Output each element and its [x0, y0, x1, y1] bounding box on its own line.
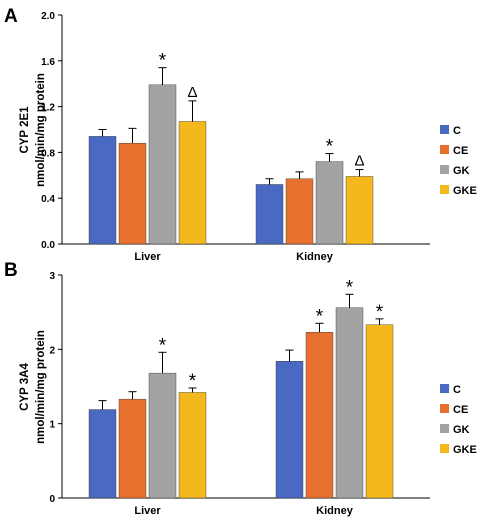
y-axis-label-line1-a: CYP 2E1: [19, 106, 31, 154]
bar-kidney-c: [275, 361, 304, 499]
bar-liver-gke: [178, 392, 207, 499]
panel-a-cyp2e1-chart: A CYP 2E1 nmol/min/mg protein 0.0 0.4 0.8 1…: [4, 6, 477, 263]
y-tick-label: 0.4: [41, 194, 55, 205]
legend-label-gke: GKE: [453, 444, 477, 456]
significance-mark-kidney-ce: *: [316, 306, 324, 327]
legend-swatch-gke: [440, 185, 449, 194]
y-tick-label: 0: [49, 494, 55, 505]
category-label-liver: Liver: [134, 505, 161, 517]
significance-mark-kidney-gke: *: [376, 302, 384, 323]
bar-kidney-ce: [285, 178, 314, 245]
legend-label-gke: GKE: [453, 185, 477, 197]
category-label-kidney: Kidney: [316, 505, 354, 517]
legend-label-c: C: [453, 125, 461, 137]
y-tick-label: 1.2: [41, 103, 55, 114]
legend-label-gk: GK: [453, 424, 470, 436]
bar-liver-gke: [178, 121, 207, 245]
significance-mark-kidney-gk: *: [346, 277, 354, 298]
significance-mark-kidney-gke: Δ: [354, 153, 364, 170]
bar-liver-c: [88, 136, 117, 245]
legend-swatch-ce: [440, 404, 449, 413]
bar-liver-c: [88, 409, 117, 499]
bar-kidney-gke: [365, 324, 394, 499]
bar-liver-gk: [148, 84, 177, 245]
significance-mark-liver-gke: *: [189, 371, 197, 392]
bar-kidney-gk: [335, 307, 364, 499]
legend-swatch-ce: [440, 145, 449, 154]
panel-label-b: B: [4, 260, 18, 281]
bar-kidney-gk: [315, 161, 344, 245]
bar-liver-ce: [118, 398, 147, 499]
y-axis-label-line2-b: nmol/min/mg protein: [35, 330, 47, 444]
y-tick-label: 1: [49, 420, 55, 431]
bar-liver-ce: [118, 143, 147, 245]
y-axis-label-line2-a: nmol/min/mg protein: [35, 73, 47, 187]
bar-liver-gk: [148, 372, 177, 499]
y-axis-label-line1-b: CYP 3A4: [19, 363, 31, 411]
y-tick-label: 0.8: [41, 148, 55, 159]
bar-kidney-ce: [305, 332, 334, 499]
y-tick-label: 2.0: [41, 11, 55, 22]
y-tick-label: 1.6: [41, 57, 55, 68]
significance-mark-liver-gke: Δ: [187, 84, 197, 101]
legend-label-ce: CE: [453, 404, 468, 416]
legend-label-ce: CE: [453, 145, 468, 157]
legend-swatch-c: [440, 384, 449, 393]
category-label-liver: Liver: [134, 251, 161, 263]
y-tick-label: 3: [49, 271, 55, 282]
significance-mark-kidney-gk: *: [326, 137, 334, 158]
y-tick-label: 2: [49, 345, 55, 356]
legend-swatch-gk: [440, 165, 449, 174]
legend-swatch-c: [440, 125, 449, 134]
legend-label-c: C: [453, 384, 461, 396]
bar-kidney-gke: [345, 176, 374, 245]
legend-swatch-gk: [440, 424, 449, 433]
bar-kidney-c: [255, 184, 284, 245]
legend-swatch-gke: [440, 444, 449, 453]
y-tick-label: 0.0: [41, 240, 55, 251]
legend-label-gk: GK: [453, 165, 470, 177]
significance-mark-liver-gk: *: [159, 335, 167, 356]
category-label-kidney: Kidney: [296, 251, 334, 263]
panel-label-a: A: [4, 6, 18, 27]
panel-b-cyp3a4-chart: B CYP 3A4 nmol/min/mg protein 0 1 2 3 * * Live…: [4, 260, 477, 517]
significance-mark-liver-gk: *: [159, 51, 167, 72]
